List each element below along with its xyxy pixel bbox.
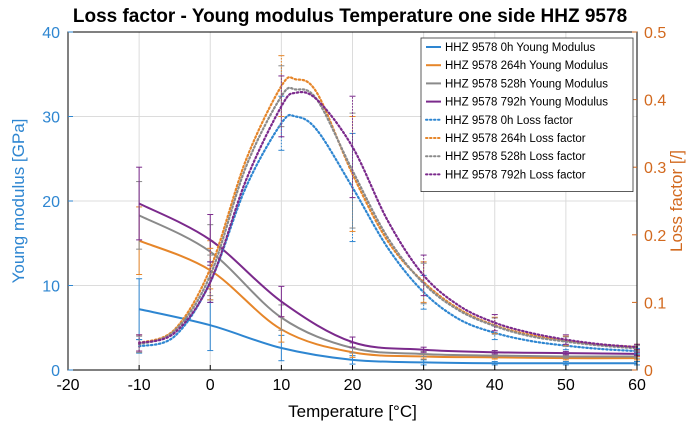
legend-label: HHZ 9578 264h Young Modulus xyxy=(445,60,608,72)
series-line xyxy=(138,91,639,349)
legend-box xyxy=(420,37,634,193)
x-tick-label: 40 xyxy=(486,377,504,394)
error-bar xyxy=(491,314,498,332)
legend-item: HHZ 9578 0h Young Modulus xyxy=(426,42,595,54)
x-tick-label: 0 xyxy=(206,377,215,394)
error-bar xyxy=(562,350,569,356)
x-tick-label: 10 xyxy=(272,377,290,394)
y-right-tick-label: 0.5 xyxy=(644,25,666,42)
legend-label: HHZ 9578 528h Young Modulus xyxy=(445,78,608,90)
y-left-tick-label: 20 xyxy=(42,194,60,211)
legend-item: HHZ 9578 792h Young Modulus xyxy=(426,97,608,109)
y-right-tick-label: 0.3 xyxy=(644,160,666,177)
series-hhz-9578-528h-young-modulus xyxy=(136,181,640,359)
y-left-tick-label: 30 xyxy=(42,110,60,127)
series-line xyxy=(138,239,638,360)
x-tick-label: 50 xyxy=(557,377,575,394)
legend-label: HHZ 9578 264h Loss factor xyxy=(445,133,586,145)
legend-item: HHZ 9578 528h Young Modulus xyxy=(426,78,608,90)
error-bar xyxy=(420,359,427,366)
legend-label: HHZ 9578 792h Loss factor xyxy=(445,169,586,181)
legend-item: HHZ 9578 264h Young Modulus xyxy=(426,60,608,72)
series-line xyxy=(138,202,638,355)
error-bar xyxy=(491,361,498,366)
legend-label: HHZ 9578 0h Loss factor xyxy=(445,115,573,127)
legend-item: HHZ 9578 0h Loss factor xyxy=(425,115,573,127)
legend-label: HHZ 9578 792h Young Modulus xyxy=(445,97,608,109)
legend-item: HHZ 9578 528h Loss factor xyxy=(425,151,586,163)
error-bar xyxy=(562,334,569,345)
error-bar xyxy=(278,75,285,138)
error-bar xyxy=(136,335,143,353)
y-right-tick-label: 0.4 xyxy=(644,93,666,110)
error-bar xyxy=(278,285,285,318)
series-hhz-9578-528h-loss-factor xyxy=(136,65,640,353)
error-bar xyxy=(136,166,143,241)
chart-title: Loss factor - Young modulus Temperature … xyxy=(73,6,627,27)
error-bar xyxy=(349,336,356,348)
x-tick-label: 60 xyxy=(628,377,646,394)
x-tick-label: -10 xyxy=(128,377,151,394)
x-tick-label: -20 xyxy=(56,377,79,394)
x-axis-label: Temperature [°C] xyxy=(288,402,417,421)
y-left-tick-label: 10 xyxy=(42,279,60,296)
x-tick-label: 30 xyxy=(415,377,433,394)
legend-label: HHZ 9578 528h Loss factor xyxy=(445,151,586,163)
legend: HHZ 9578 0h Young Modulus HHZ 9578 264h Y… xyxy=(420,37,634,193)
error-bar xyxy=(349,95,356,199)
x-axis: -20 -10 0 10 20 30 40 50 60 xyxy=(56,365,646,394)
y-right-tick-label: 0 xyxy=(644,363,653,380)
y-left-tick-label: 0 xyxy=(51,363,60,380)
error-bar xyxy=(207,261,214,303)
y-axis-right: 0 0.1 0.2 0.3 0.4 0.5 xyxy=(632,25,666,380)
error-bar xyxy=(420,254,427,297)
y-right-tick-label: 0.2 xyxy=(644,228,666,245)
error-bar xyxy=(491,350,498,355)
legend-item: HHZ 9578 792h Loss factor xyxy=(425,169,586,181)
plot-area xyxy=(136,55,640,366)
error-bar xyxy=(562,361,569,366)
x-tick-label: 20 xyxy=(344,377,362,394)
legend-item: HHZ 9578 264h Loss factor xyxy=(425,133,586,145)
series-hhz-9578-792h-loss-factor xyxy=(136,75,640,352)
series-line xyxy=(138,86,639,350)
y-axis-left-label: Young modulus [GPa] xyxy=(9,119,28,284)
error-bar xyxy=(420,262,427,305)
y-right-tick-label: 0.1 xyxy=(644,295,666,312)
error-bar xyxy=(420,346,427,353)
legend-label: HHZ 9578 0h Young Modulus xyxy=(445,42,595,54)
series-line xyxy=(138,76,639,349)
y-left-tick-label: 40 xyxy=(42,25,60,42)
y-axis-left: 0 10 20 30 40 xyxy=(42,25,73,380)
y-axis-right-label: Loss factor [/] xyxy=(667,150,686,252)
series-line xyxy=(138,308,637,365)
error-bar xyxy=(136,334,143,352)
